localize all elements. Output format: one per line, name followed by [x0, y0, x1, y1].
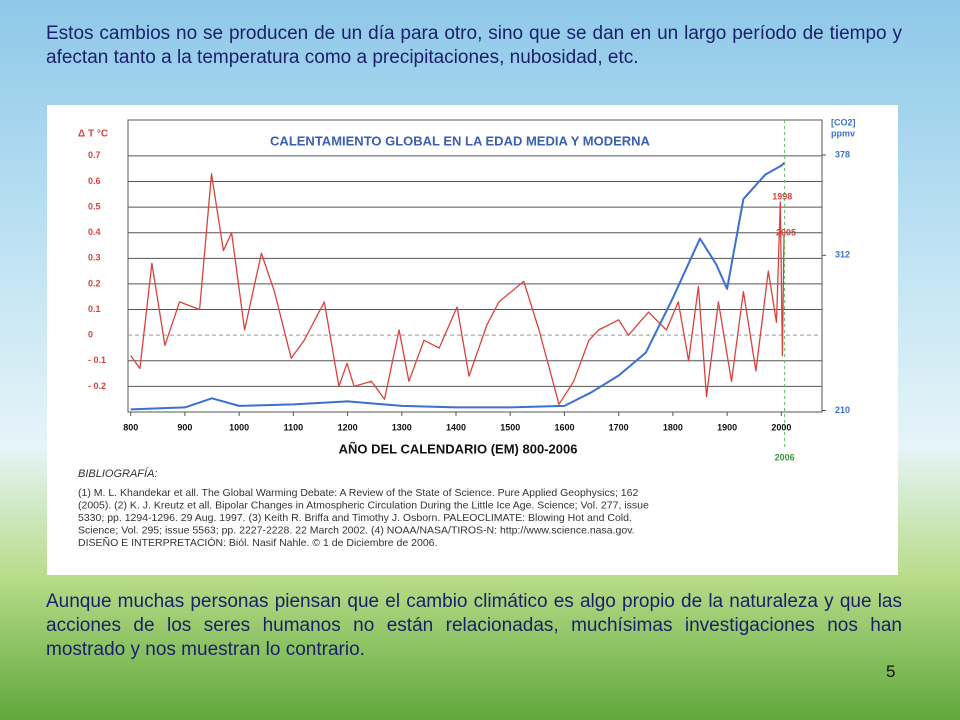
- y-tick-label: 0.3: [88, 253, 101, 263]
- y-tick-label: - 0.2: [88, 381, 106, 391]
- conclusion-text: Aunque muchas personas piensan que el ca…: [46, 591, 902, 660]
- y-tick-label: 0.7: [88, 150, 101, 160]
- y-tick-label: 0: [88, 330, 93, 340]
- y-tick-label: 0.4: [88, 227, 101, 237]
- x-axis-label: AÑO DEL CALENDARIO (EM) 800-2006: [339, 441, 578, 456]
- x-tick-label: 800: [123, 422, 138, 432]
- bibliography-line: DISEÑO E INTERPRETACIÓN: Biól. Nasif Nah…: [78, 536, 437, 549]
- x-tick-label: 1500: [500, 422, 520, 432]
- x-tick-label: 1800: [663, 422, 683, 432]
- y2-tick-label: 312: [835, 250, 850, 260]
- y2-tick-label: 210: [835, 405, 850, 415]
- year-annotation: 2005: [776, 227, 796, 237]
- plot-frame: [127, 119, 823, 413]
- y-tick-label: - 0.1: [88, 355, 106, 365]
- bibliography-line: Science; Vol. 295; issue 5563; pp. 2227-…: [78, 524, 635, 536]
- bibliography-line: (1) M. L. Khandekar et all. The Global W…: [78, 487, 638, 499]
- x-tick-label: 1400: [446, 422, 466, 432]
- intro-text: Estos cambios no se producen de un día p…: [46, 23, 902, 68]
- y2-axis-label: ppmv: [831, 128, 855, 138]
- chart-title: CALENTAMIENTO GLOBAL EN LA EDAD MEDIA Y …: [270, 133, 651, 148]
- y2-axis-label: [CO2]: [831, 117, 856, 127]
- y-tick-label: 0.6: [88, 176, 101, 186]
- bibliography-line: (2005). (2) K. J. Kreutz et all. Bipolar…: [78, 499, 649, 511]
- year-annotation: 2006: [775, 452, 795, 462]
- x-tick-label: 1000: [229, 422, 249, 432]
- year-annotation: 1998: [772, 191, 792, 201]
- x-tick-label: 1600: [554, 422, 574, 432]
- x-tick-label: 2000: [771, 422, 791, 432]
- series-line: [130, 161, 786, 411]
- y-tick-label: 0.2: [88, 278, 101, 288]
- bibliography-heading: BIBLIOGRAFÍA:: [78, 467, 157, 480]
- page-number: 5: [886, 662, 896, 681]
- y2-tick-label: 378: [835, 149, 850, 159]
- y-tick-label: 0.5: [88, 201, 101, 211]
- bibliography-line: 5330; pp. 1294-1296. 29 Aug. 1997. (3) K…: [78, 512, 632, 524]
- x-tick-label: 1300: [392, 422, 412, 432]
- x-tick-label: 1900: [717, 422, 737, 432]
- x-tick-label: 900: [177, 422, 192, 432]
- y-axis-label: Δ T °C: [78, 129, 108, 140]
- x-tick-label: 1100: [284, 422, 304, 432]
- x-tick-label: 1700: [609, 422, 629, 432]
- y-tick-label: 0.1: [88, 304, 101, 314]
- x-tick-label: 1200: [338, 422, 358, 432]
- series-line: [130, 173, 785, 405]
